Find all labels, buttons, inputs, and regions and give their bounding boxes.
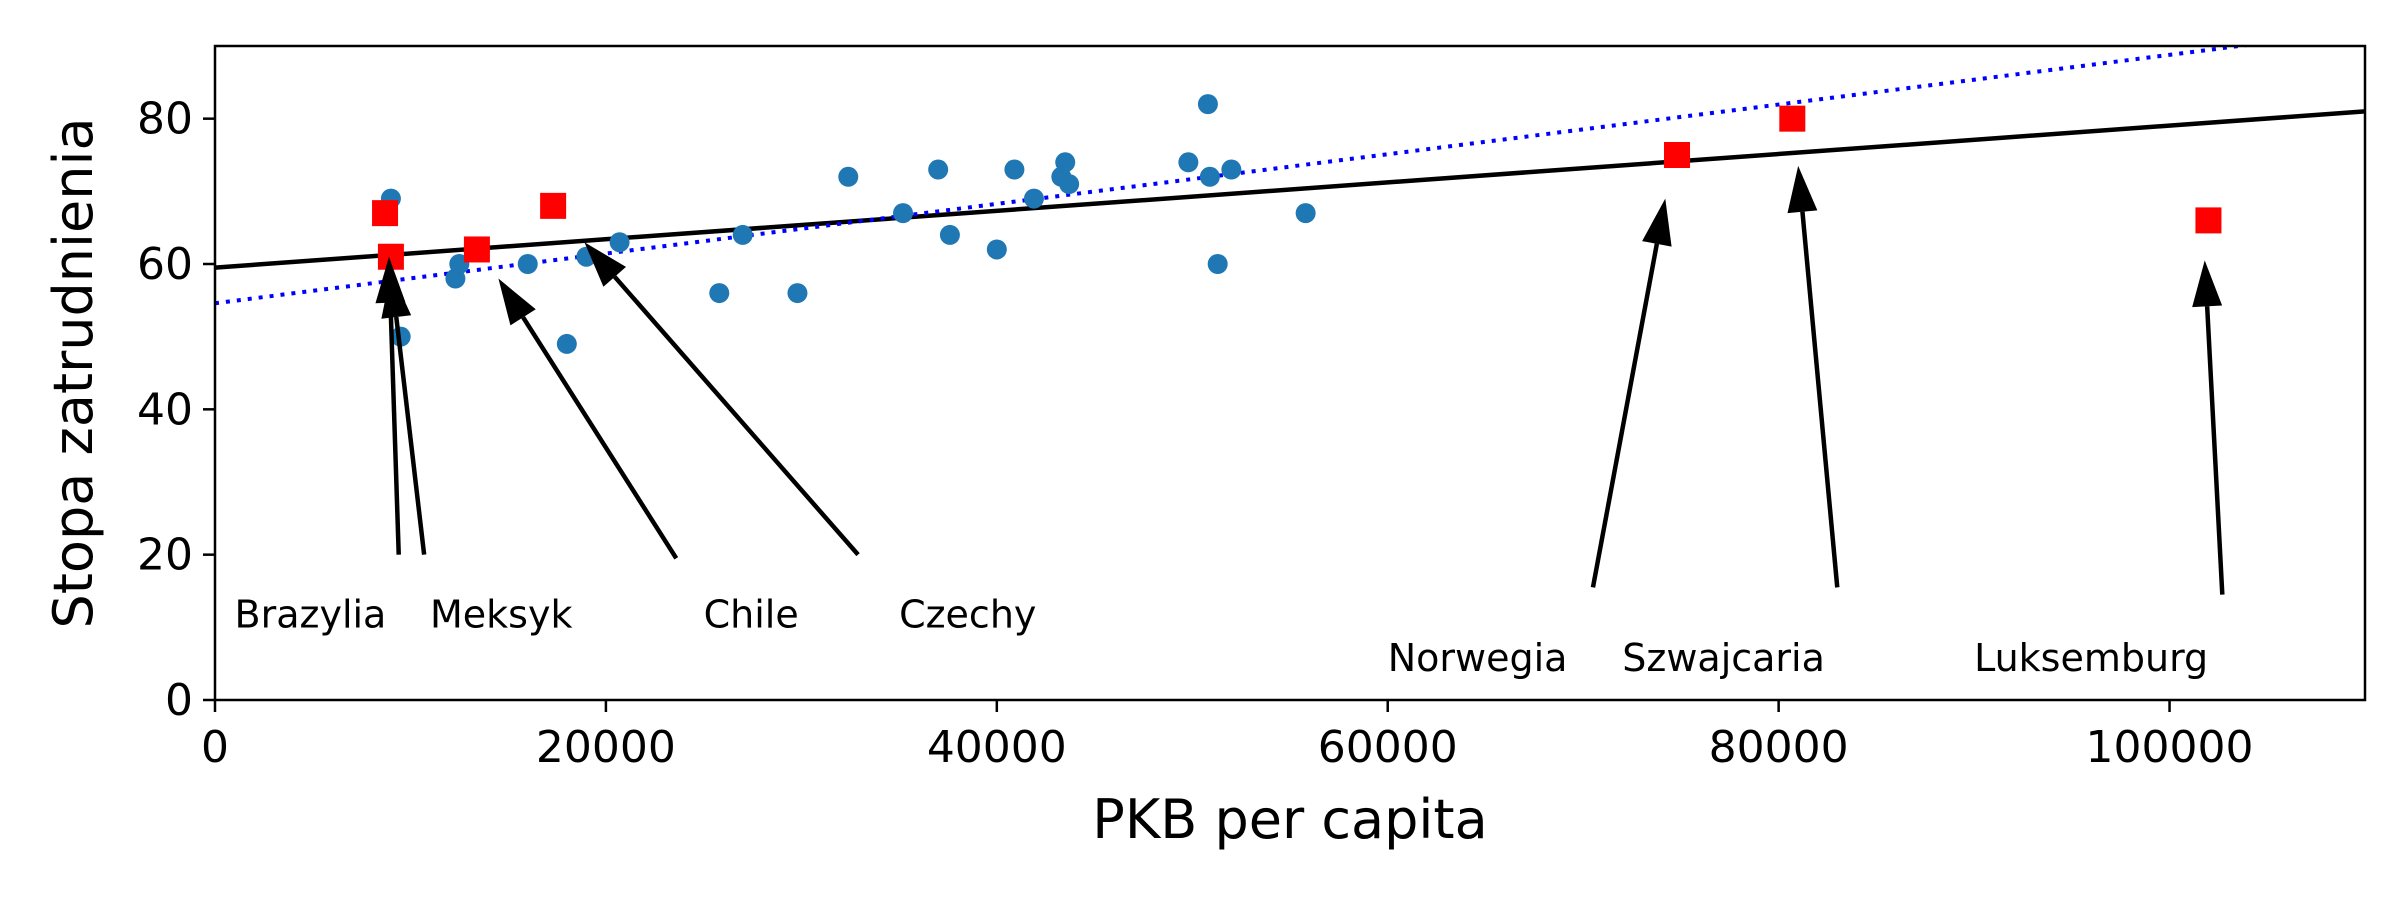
arrow-head [584,242,626,287]
data-point-countries-19 [1055,152,1076,173]
arrow-shaft [2204,306,2225,595]
annotation-label-4: Czechy [899,592,1036,636]
fit-lines [215,46,2365,306]
x-axis-label: PKB per capita [1092,788,1487,851]
x-tick-label-0: 0 [201,722,229,773]
arrow-shaft [1800,211,1840,588]
annotation-arrow-1 [381,271,427,555]
x-tick-label-1: 20000 [536,722,676,773]
arrow-shaft [394,316,427,555]
data-point-countries-15 [986,239,1007,260]
annotation-arrow-5 [1787,165,1840,588]
data-points [372,94,2222,354]
annotation-label-6: Szwajcaria [1622,636,1825,680]
data-point-countries-11 [838,166,859,187]
data-point-countries-21 [1178,152,1199,173]
data-point-countries-4 [517,254,538,274]
x-tick-label-4: 80000 [1709,722,1849,773]
data-point-highlighted-5 [1779,105,1806,132]
data-point-highlighted-0 [372,200,399,227]
data-point-countries-22 [1197,94,1218,115]
data-point-countries-5 [556,333,577,354]
plot-frame [213,44,2367,702]
axis-ticks: 0 20000 40000 60000 80000 100000 0 20 40 60 80 [137,94,2254,773]
data-point-highlighted-2 [463,236,490,263]
data-point-countries-20 [1059,174,1080,195]
arrow-head [498,278,536,326]
annotation-label-7: Luksemburg [1974,636,2208,680]
arrow-head [381,271,412,319]
annotation-label-5: Norwegia [1388,636,1568,680]
y-tick-label-4: 80 [137,94,193,145]
fit-dotted-line [215,46,2256,306]
data-point-countries-16 [1004,159,1025,180]
y-tick-label-1: 20 [137,530,193,581]
annotation-label-0: Brazylia [235,592,387,636]
x-tick-label-5: 100000 [2086,722,2254,773]
data-point-countries-10 [787,283,808,304]
data-point-countries-23 [1199,166,1220,187]
annotation-arrows [375,165,2225,595]
arrow-shaft [613,275,860,557]
annotation-arrow-6 [2192,260,2225,595]
plot-background [215,46,2365,700]
arrow-head [2192,260,2223,308]
fit-solid-line [215,109,2365,270]
data-point-countries-24 [1207,254,1228,274]
arrow-shaft [1590,243,1660,588]
data-point-highlighted-4 [1664,142,1690,168]
y-tick-label-2: 40 [137,384,193,435]
data-point-countries-13 [928,159,949,180]
arrow-head [1787,165,1818,214]
data-point-countries-8 [709,283,730,304]
annotation-label-2: Meksyk [430,592,572,636]
arrow-head [1642,198,1672,247]
x-tick-label-3: 60000 [1318,722,1458,773]
y-axis-label: Stopa zatrudnienia [42,117,105,628]
y-tick-label-3: 60 [137,239,193,290]
data-point-highlighted-3 [540,192,567,219]
data-point-countries-26 [1295,203,1316,224]
annotation-arrow-3 [584,242,860,557]
x-tick-label-2: 40000 [927,722,1067,773]
annotation-labels: Brazylia Meksyk Chile Czechy Norwegia Szwajca… [235,592,2209,680]
data-point-countries-9 [732,224,753,245]
arrow-shaft [521,316,679,560]
annotation-arrow-2 [498,278,679,560]
annotation-label-3: Chile [704,592,799,636]
data-point-countries-17 [1023,188,1044,209]
arrow-shaft [388,302,401,555]
data-point-countries-12 [893,203,913,224]
data-point-countries-7 [609,232,630,253]
data-point-countries-14 [939,224,960,245]
data-point-countries-25 [1221,159,1242,180]
y-tick-label-0: 0 [165,675,193,726]
data-point-highlighted-6 [2195,207,2222,234]
annotation-arrow-4 [1590,198,1672,588]
